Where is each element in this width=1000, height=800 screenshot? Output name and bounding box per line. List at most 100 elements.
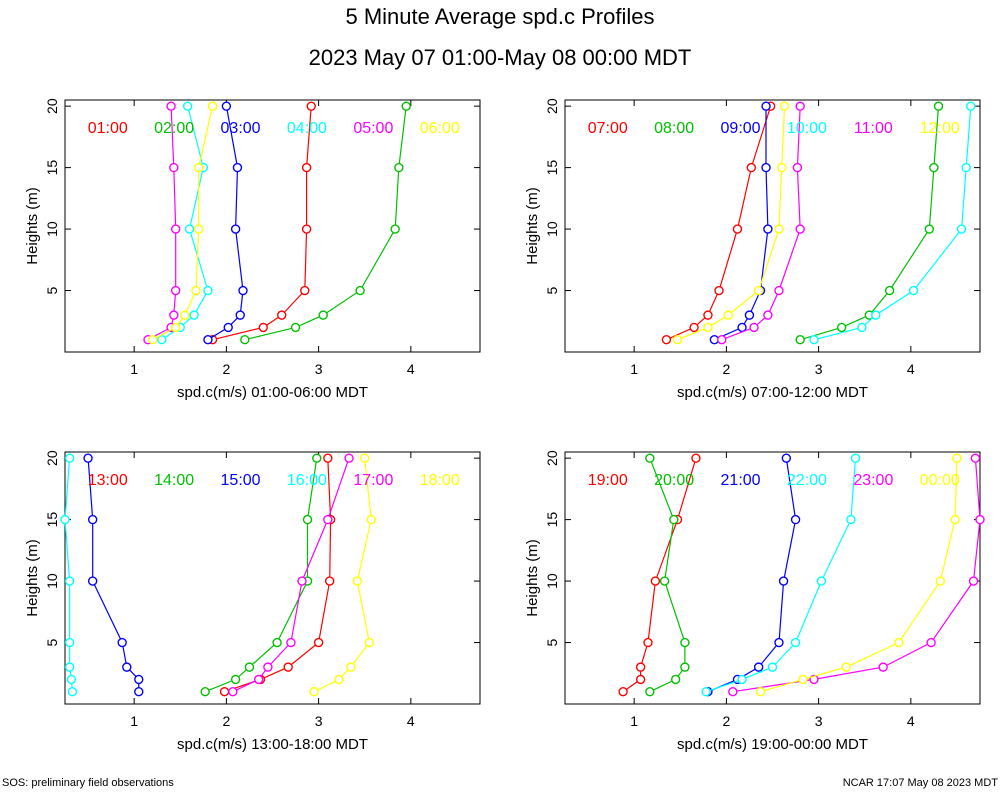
panel-4-series-0000-point [894, 637, 904, 648]
panel-2-series-0800-point [929, 162, 939, 173]
panel-3-series-1700-point [344, 453, 354, 463]
chart-subtitle: 2023 May 07 01:00-May 08 00:00 MDT [308, 45, 692, 70]
panel-1-series-0400-line [161, 105, 209, 341]
panel-4-ylabel: Heights (m) [524, 539, 541, 617]
panel-2-series-0700-point [714, 285, 724, 296]
panel-4-frame [564, 451, 981, 705]
panel-4-ytick-label: 5 [544, 638, 560, 646]
panel-3-series-1500-point [117, 637, 127, 648]
panel-2-series-0700-point [689, 322, 699, 333]
panel-1-series-0400-point [157, 335, 167, 345]
panel-4-ytick-label: 10 [544, 573, 560, 589]
panel-2-ytick-label: 20 [544, 98, 560, 114]
panel-4-series-2000-point [645, 687, 655, 697]
panel-4-series-2000-line [649, 457, 686, 693]
panel-1-series-0600-point [191, 285, 201, 296]
panel-3-legend-1500: 15:00 [221, 472, 261, 489]
panel-1-series-0300-line [207, 105, 244, 341]
panel-4-ytick-label: 20 [544, 450, 560, 466]
panel-1-series-0600-point [180, 310, 190, 320]
panel-2-series-1200-point [774, 224, 784, 234]
panel-2-series-0900-point [737, 322, 747, 333]
panel-1-legend-0100: 01:00 [88, 120, 128, 137]
panel-2-ytick-label: 5 [544, 286, 560, 294]
panel-1-series-0500-point [170, 285, 181, 296]
panel-3-ytick-label: 5 [44, 638, 60, 646]
panel-2-series-1200-point [779, 101, 790, 111]
panel-4-series-2000-point [659, 576, 670, 586]
panel-4-xtick-label: 1 [630, 713, 638, 729]
panel-4-series-2200-point [850, 453, 861, 463]
panel-2-series-1200-point [703, 322, 713, 333]
panel-1-series-0400-point [184, 224, 195, 234]
panel-2-series-1000-point [809, 335, 819, 345]
panel-3-series-1700-point [228, 687, 238, 697]
panel-3-series-1400-point [200, 687, 210, 697]
panel-3-series-1600-point [64, 576, 75, 586]
panel-1-ytick-label: 10 [44, 221, 60, 237]
panel-3-series-1800-line [313, 458, 372, 693]
panel-4-series-2000-point [680, 637, 690, 648]
panel-2-series-1000-point [961, 162, 971, 173]
panel-4-legend-2300: 23:00 [853, 472, 893, 489]
panel-2-series-0800-point [836, 322, 847, 333]
panel-1-ytick-label: 20 [44, 98, 60, 114]
panel-3-xlabel: spd.c(m/s) 13:00-18:00 MDT [177, 736, 368, 753]
panel-1-legend-0200: 02:00 [154, 120, 194, 137]
panel-3-series-1600-point [67, 687, 78, 697]
panel-3-series-1500-point [87, 514, 98, 525]
panel-4-series-2300-point [975, 514, 985, 525]
panel-2-series-0800-point [924, 224, 934, 234]
panel-3-series-1800-point [366, 514, 376, 525]
panel-4-series-0000-point [755, 687, 766, 697]
panel-4-series-2100-point [781, 453, 792, 463]
panel-3-xtick-label: 4 [407, 713, 415, 729]
panel-4-series-2200-point [790, 637, 801, 648]
panel-2-xtick-label: 3 [815, 361, 823, 377]
panel-3-xtick-label: 3 [315, 713, 323, 729]
panel-3-ylabel: Heights (m) [24, 539, 41, 617]
panel-2-series-1200-point [753, 285, 764, 296]
panel-1-legend-0300: 03:00 [221, 120, 261, 137]
panel-2-legend-0900: 09:00 [721, 120, 761, 137]
footer-timestamp: NCAR 17:07 May 08 2023 MDT [842, 777, 998, 789]
panel-4-series-2000-point [680, 662, 690, 672]
panel-2-ytick-label: 10 [544, 221, 560, 237]
panel-1-series-0500-point [169, 162, 179, 173]
panel-1-xlabel: spd.c(m/s) 01:00-06:00 MDT [177, 384, 368, 401]
panel-2-series-0700-line [666, 105, 772, 341]
panel-1-series-0400-point [182, 101, 193, 111]
panel-4-series-2300-point [926, 637, 936, 648]
panel-2-series-1100-point [763, 310, 773, 320]
panel-1-ytick-label: 5 [44, 286, 60, 294]
panel-1-frame [64, 99, 481, 353]
panel-1-series-0600-point [147, 335, 158, 345]
panel-1-ytick-label: 15 [44, 160, 60, 176]
panel-4-series-2300-point [970, 453, 981, 463]
panel-1-legend-0500: 05:00 [353, 120, 393, 137]
panel-1-series-0300-point [238, 285, 248, 296]
panel-1-series-0200-point [394, 162, 404, 173]
panel-1-xtick-label: 3 [315, 361, 323, 377]
panel-2-series-1100-point [795, 224, 805, 234]
panel-4-series-0000-point [952, 453, 962, 463]
panel-2-series-1200-point [672, 335, 683, 345]
footer-source: SOS: preliminary field observations [2, 777, 174, 789]
panel-4-series-0000-line [760, 458, 958, 693]
panel-4-series-2100-point [753, 662, 764, 672]
panel-4-series-2200-point [846, 514, 856, 525]
panel-1-xtick-label: 2 [222, 361, 230, 377]
panel-3-legend-1800: 18:00 [420, 472, 460, 489]
panel-3-legend-1700: 17:00 [353, 472, 393, 489]
panel-1-series-0200-line [244, 106, 407, 341]
panel-3-series-1300-point [324, 576, 335, 586]
panel-2-frame [564, 99, 981, 353]
panel-3-series-1300-point [219, 687, 230, 697]
panel-4-xtick-label: 4 [907, 713, 915, 729]
panel-3-series-1600-point [64, 662, 75, 672]
panel-3-legend-1300: 13:00 [88, 472, 128, 489]
panel-1-series-0100-line [212, 106, 312, 341]
panel-3-xtick-label: 2 [222, 713, 230, 729]
panel-1-series-0600-point [194, 224, 204, 234]
panel-3-series-1700-point [323, 514, 333, 525]
